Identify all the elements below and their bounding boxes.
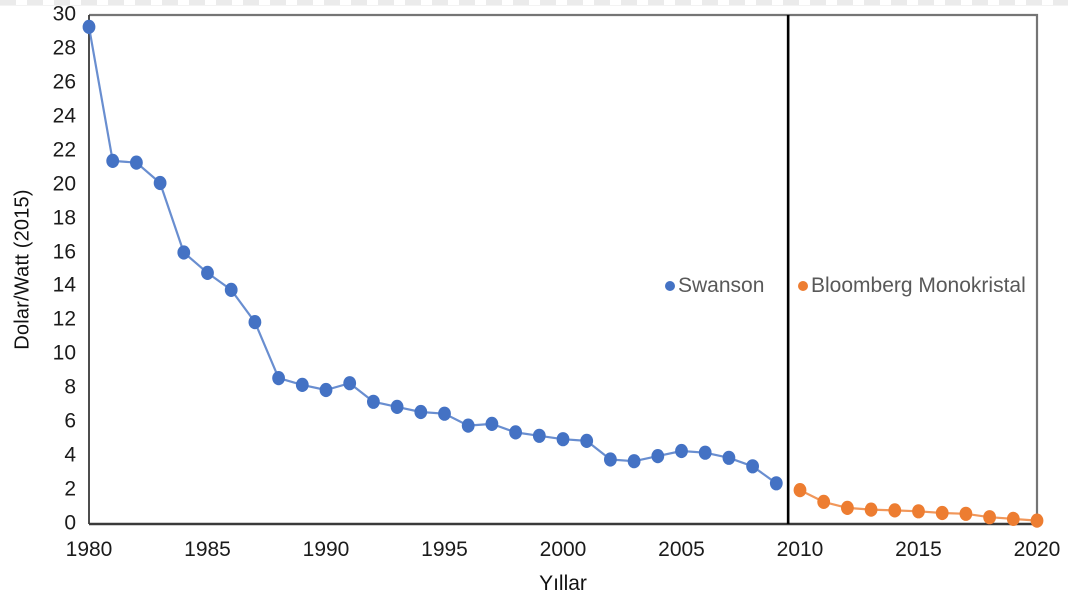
data-point-bloomberg — [912, 504, 925, 519]
y-tick-label: 6 — [64, 409, 76, 433]
data-point-swanson — [580, 433, 594, 448]
data-point-swanson — [438, 406, 451, 421]
data-point-swanson — [509, 425, 522, 440]
series-line-swanson — [87, 26, 777, 485]
y-tick-label: 2 — [64, 477, 76, 501]
data-point-bloomberg — [864, 502, 878, 517]
legend-label-bloomberg: Bloomberg Monokristal — [811, 274, 1026, 297]
data-point-bloomberg — [1030, 513, 1044, 528]
y-tick-label: 24 — [52, 104, 76, 128]
data-point-swanson — [319, 382, 333, 398]
data-point-swanson — [106, 153, 120, 168]
data-point-swanson — [295, 377, 309, 392]
data-point-bloomberg — [983, 510, 996, 525]
x-tick-label: 2005 — [658, 538, 705, 561]
y-tick-label: 12 — [52, 307, 76, 331]
y-tick-label: 28 — [52, 36, 76, 60]
data-point-swanson — [532, 428, 546, 443]
y-tick-label: 26 — [52, 70, 76, 94]
y-tick-label: 16 — [52, 240, 76, 264]
data-point-swanson — [556, 432, 570, 447]
data-point-bloomberg — [793, 483, 807, 498]
data-point-swanson — [414, 404, 428, 420]
data-point-swanson — [343, 376, 357, 391]
data-point-bloomberg — [1006, 511, 1020, 526]
x-axis-title: Yıllar — [539, 572, 587, 595]
swanson-marker-icon — [665, 281, 675, 291]
data-point-swanson — [272, 371, 285, 386]
data-point-swanson — [153, 175, 167, 191]
data-point-swanson — [461, 418, 475, 433]
y-tick-label: 8 — [64, 375, 76, 399]
x-axis-tick-labels: 1980 1985 1990 1995 2000 2005 2010 2015 2020 — [0, 538, 1068, 564]
data-point-swanson — [722, 450, 736, 465]
bloomberg-marker-icon — [798, 281, 808, 291]
y-tick-label: 10 — [52, 341, 76, 365]
y-tick-label: 0 — [64, 511, 76, 535]
y-axis-title: Dolar/Watt (2015) — [11, 189, 34, 350]
legend-label-swanson: Swanson — [678, 274, 765, 297]
data-point-swanson — [201, 265, 214, 280]
plot-border — [89, 13, 1039, 524]
data-point-swanson — [248, 315, 262, 330]
data-point-swanson — [485, 416, 499, 431]
x-tick-label: 1985 — [184, 538, 231, 561]
data-point-swanson — [746, 459, 759, 474]
x-tick-label: 2020 — [1013, 538, 1061, 561]
x-tick-label: 1990 — [302, 538, 350, 561]
legend-item-bloomberg: Bloomberg Monokristal — [798, 274, 1026, 298]
data-point-bloomberg — [935, 505, 949, 521]
data-point-swanson — [82, 19, 96, 34]
data-point-swanson — [651, 449, 665, 464]
y-tick-label: 14 — [52, 273, 76, 297]
x-tick-label: 2010 — [776, 538, 824, 561]
data-point-bloomberg — [841, 500, 854, 515]
data-point-swanson — [130, 155, 143, 170]
data-point-bloomberg — [817, 494, 831, 509]
legend-item-swanson: Swanson — [665, 274, 764, 298]
y-tick-label: 20 — [52, 172, 76, 196]
data-point-swanson — [390, 399, 404, 414]
y-tick-label: 30 — [52, 2, 76, 26]
data-point-bloomberg — [888, 503, 902, 518]
data-point-swanson — [177, 245, 191, 260]
data-point-swanson — [675, 443, 688, 459]
x-tick-label: 2015 — [895, 538, 942, 561]
data-point-swanson — [604, 452, 617, 467]
x-tick-label: 1980 — [65, 538, 113, 561]
y-tick-label: 18 — [52, 206, 76, 230]
top-edge-dashed-strip — [0, 0, 1068, 6]
x-tick-label: 2000 — [539, 538, 587, 561]
y-tick-label: 4 — [64, 443, 76, 467]
data-point-swanson — [224, 282, 238, 297]
y-tick-label: 22 — [52, 138, 76, 162]
data-point-bloomberg — [959, 506, 973, 521]
data-point-swanson — [769, 476, 783, 491]
data-point-swanson — [627, 454, 641, 469]
data-point-swanson — [698, 445, 712, 460]
data-point-swanson — [367, 394, 380, 409]
y-axis-tick-labels: 0 2 4 6 8 10 12 14 16 18 20 22 24 26 28 30 — [0, 0, 76, 601]
x-tick-label: 1995 — [421, 538, 468, 561]
